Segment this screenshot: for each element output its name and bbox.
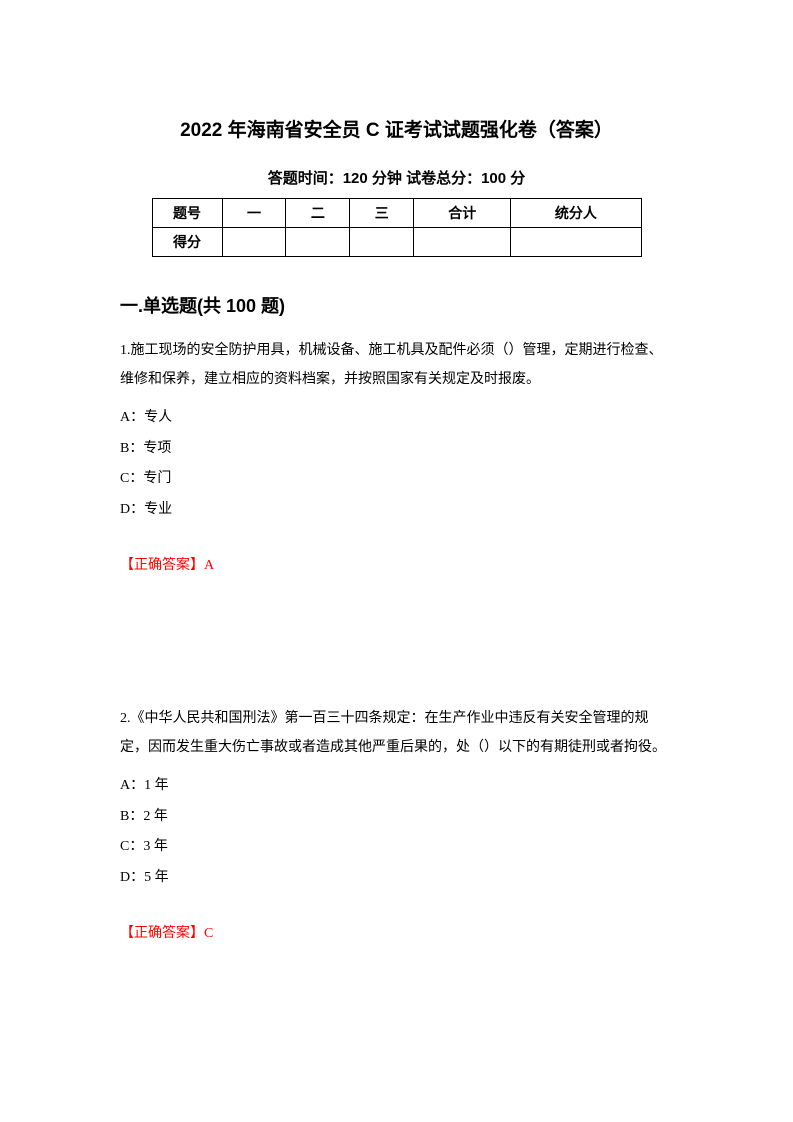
- question-2-answer: 【正确答案】C: [120, 922, 673, 942]
- question-1-option-d: D：专业: [120, 495, 673, 526]
- question-1-text: 1.施工现场的安全防护用具，机械设备、施工机具及配件必须（）管理，定期进行检查、…: [120, 336, 673, 395]
- header-cell: 题号: [152, 199, 222, 228]
- score-cell: [286, 228, 350, 257]
- score-cell: [350, 228, 414, 257]
- score-cell: [222, 228, 286, 257]
- header-cell: 合计: [414, 199, 511, 228]
- score-cell: [414, 228, 511, 257]
- table-score-row: 得分: [152, 228, 641, 257]
- question-2-option-c: C：3 年: [120, 832, 673, 863]
- section-header: 一.单选题(共 100 题): [120, 292, 673, 318]
- question-2-option-b: B：2 年: [120, 802, 673, 833]
- question-1-option-b: B：专项: [120, 434, 673, 465]
- question-2-option-d: D：5 年: [120, 863, 673, 894]
- table-header-row: 题号 一 二 三 合计 统分人: [152, 199, 641, 228]
- header-cell: 一: [222, 199, 286, 228]
- question-1-answer: 【正确答案】A: [120, 554, 673, 574]
- header-cell: 二: [286, 199, 350, 228]
- exam-subtitle: 答题时间：120 分钟 试卷总分：100 分: [120, 167, 673, 188]
- header-cell: 三: [350, 199, 414, 228]
- header-cell: 统分人: [511, 199, 641, 228]
- score-table: 题号 一 二 三 合计 统分人 得分: [152, 198, 642, 257]
- question-2-text: 2.《中华人民共和国刑法》第一百三十四条规定：在生产作业中违反有关安全管理的规定…: [120, 704, 673, 763]
- question-1-option-c: C：专门: [120, 464, 673, 495]
- score-cell: [511, 228, 641, 257]
- question-1-option-a: A：专人: [120, 403, 673, 434]
- row-label: 得分: [152, 228, 222, 257]
- exam-title: 2022 年海南省安全员 C 证考试试题强化卷（答案）: [120, 115, 673, 142]
- question-2-option-a: A：1 年: [120, 771, 673, 802]
